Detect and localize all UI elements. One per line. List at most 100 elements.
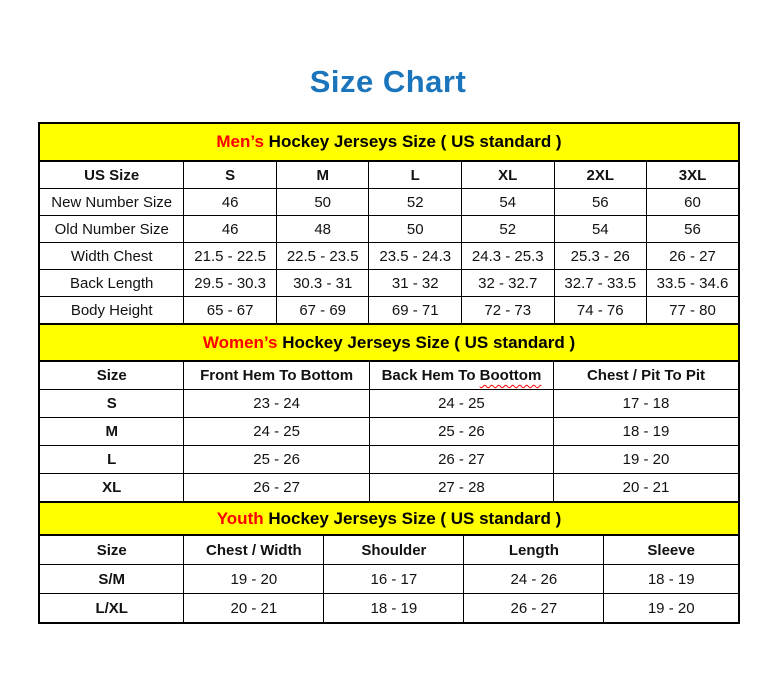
column-header: 2XL xyxy=(553,160,648,189)
table-row: Width Chest 21.5 - 22.5 22.5 - 23.5 23.5… xyxy=(38,242,740,270)
size-cell: 32.7 - 33.5 xyxy=(553,269,648,297)
row-label: L/XL xyxy=(38,593,185,624)
size-cell: 17 - 18 xyxy=(552,389,740,418)
size-cell: 52 xyxy=(368,188,462,216)
size-cell: 65 - 67 xyxy=(183,296,277,325)
mens-header-text: Hockey Jerseys Size ( US standard ) xyxy=(268,132,562,151)
size-cell: 33.5 - 34.6 xyxy=(646,269,740,297)
size-cell: 19 - 20 xyxy=(552,445,740,474)
table-row: XL 26 - 27 27 - 28 20 - 21 xyxy=(38,473,740,503)
table-header-row: Size Chest / Width Shoulder Length Sleev… xyxy=(38,534,740,565)
size-cell: 24 - 25 xyxy=(368,389,554,418)
mens-section-header: Men’s Hockey Jerseys Size ( US standard … xyxy=(38,122,740,162)
column-header: Shoulder xyxy=(323,534,465,565)
table-row: Men’s Hockey Jerseys Size ( US standard … xyxy=(38,122,740,162)
page-title: Size Chart xyxy=(309,64,467,99)
column-header: Size xyxy=(38,360,185,390)
size-cell: 22.5 - 23.5 xyxy=(275,242,370,270)
youth-accent-label: Youth xyxy=(216,508,264,528)
size-cell: 31 - 32 xyxy=(368,269,462,297)
row-label: Body Height xyxy=(38,296,185,325)
size-cell: 18 - 19 xyxy=(323,593,465,624)
size-cell: 26 - 27 xyxy=(646,242,740,270)
row-label: New Number Size xyxy=(38,188,185,216)
size-cell: 23.5 - 24.3 xyxy=(368,242,462,270)
column-header: Chest / Pit To Pit xyxy=(552,360,740,390)
size-cell: 18 - 19 xyxy=(552,417,740,446)
size-cell: 19 - 20 xyxy=(183,564,325,594)
row-label: Width Chest xyxy=(38,242,185,270)
table-header-row: Size Front Hem To Bottom Back Hem To Boo… xyxy=(38,360,740,390)
youth-header-text: Hockey Jerseys Size ( US standard ) xyxy=(268,508,562,528)
size-cell: 54 xyxy=(460,188,555,216)
size-cell: 77 - 80 xyxy=(646,296,740,325)
table-row: Back Length 29.5 - 30.3 30.3 - 31 31 - 3… xyxy=(38,269,740,297)
size-cell: 48 xyxy=(275,215,370,243)
row-label: S xyxy=(38,389,185,418)
size-cell: 16 - 17 xyxy=(323,564,465,594)
size-cell: 67 - 69 xyxy=(275,296,370,325)
size-cell: 18 - 19 xyxy=(603,564,740,594)
table-row: Old Number Size 46 48 50 52 54 56 xyxy=(38,215,740,243)
size-cell: 25 - 26 xyxy=(368,417,554,446)
size-cell: 74 - 76 xyxy=(553,296,648,325)
size-cell: 27 - 28 xyxy=(368,473,554,503)
size-cell: 46 xyxy=(183,188,277,216)
size-cell: 56 xyxy=(553,188,648,216)
table-row: Women’s Hockey Jerseys Size ( US standar… xyxy=(38,323,740,362)
size-cell: 56 xyxy=(646,215,740,243)
column-header: Size xyxy=(38,534,185,565)
size-cell: 26 - 27 xyxy=(183,473,370,503)
womens-size-table: Women’s Hockey Jerseys Size ( US standar… xyxy=(38,323,740,503)
size-chart-tables: Men’s Hockey Jerseys Size ( US standard … xyxy=(38,122,740,624)
womens-accent-label: Women’s xyxy=(202,332,278,352)
size-cell: 26 - 27 xyxy=(368,445,554,474)
column-header: Sleeve xyxy=(603,534,740,565)
column-header: M xyxy=(275,160,370,189)
size-cell: 26 - 27 xyxy=(463,593,605,624)
row-label: XL xyxy=(38,473,185,503)
size-cell: 52 xyxy=(460,215,555,243)
size-cell: 46 xyxy=(183,215,277,243)
row-label: L xyxy=(38,445,185,474)
size-cell: 29.5 - 30.3 xyxy=(183,269,277,297)
womens-section-header: Women’s Hockey Jerseys Size ( US standar… xyxy=(38,323,740,362)
womens-header-text: Hockey Jerseys Size ( US standard ) xyxy=(282,332,576,352)
size-cell: 69 - 71 xyxy=(368,296,462,325)
column-header: 3XL xyxy=(646,160,740,189)
table-row: L/XL 20 - 21 18 - 19 26 - 27 19 - 20 xyxy=(38,593,740,624)
spellcheck-squiggle-word: Boottom xyxy=(479,367,542,384)
size-cell: 19 - 20 xyxy=(603,593,740,624)
row-label: Back Length xyxy=(38,269,185,297)
size-cell: 24 - 26 xyxy=(463,564,605,594)
size-cell: 72 - 73 xyxy=(460,296,555,325)
size-cell: 50 xyxy=(368,215,462,243)
table-row: Body Height 65 - 67 67 - 69 69 - 71 72 -… xyxy=(38,296,740,325)
size-cell: 25.3 - 26 xyxy=(553,242,648,270)
size-cell: 25 - 26 xyxy=(183,445,370,474)
size-cell: 50 xyxy=(275,188,370,216)
size-cell: 32 - 32.7 xyxy=(460,269,555,297)
column-header: L xyxy=(368,160,462,189)
size-cell: 21.5 - 22.5 xyxy=(183,242,277,270)
mens-accent-label: Men’s xyxy=(216,132,264,151)
column-header-misspelled: Back Hem To Boottom xyxy=(368,360,554,390)
table-row: L 25 - 26 26 - 27 19 - 20 xyxy=(38,445,740,474)
table-row: New Number Size 46 50 52 54 56 60 xyxy=(38,188,740,216)
mens-size-table: Men’s Hockey Jerseys Size ( US standard … xyxy=(38,122,740,325)
size-cell: 24 - 25 xyxy=(183,417,370,446)
column-header: S xyxy=(183,160,277,189)
column-header: Front Hem To Bottom xyxy=(183,360,370,390)
row-label: M xyxy=(38,417,185,446)
size-cell: 54 xyxy=(553,215,648,243)
size-cell: 30.3 - 31 xyxy=(275,269,370,297)
table-header-row: US Size S M L XL 2XL 3XL xyxy=(38,160,740,189)
header-text: Back Hem To xyxy=(381,367,480,384)
table-row: Youth Hockey Jerseys Size ( US standard … xyxy=(38,501,740,536)
size-cell: 23 - 24 xyxy=(183,389,370,418)
table-row: S 23 - 24 24 - 25 17 - 18 xyxy=(38,389,740,418)
column-header: US Size xyxy=(38,160,185,189)
size-cell: 20 - 21 xyxy=(183,593,325,624)
row-label: S/M xyxy=(38,564,185,594)
